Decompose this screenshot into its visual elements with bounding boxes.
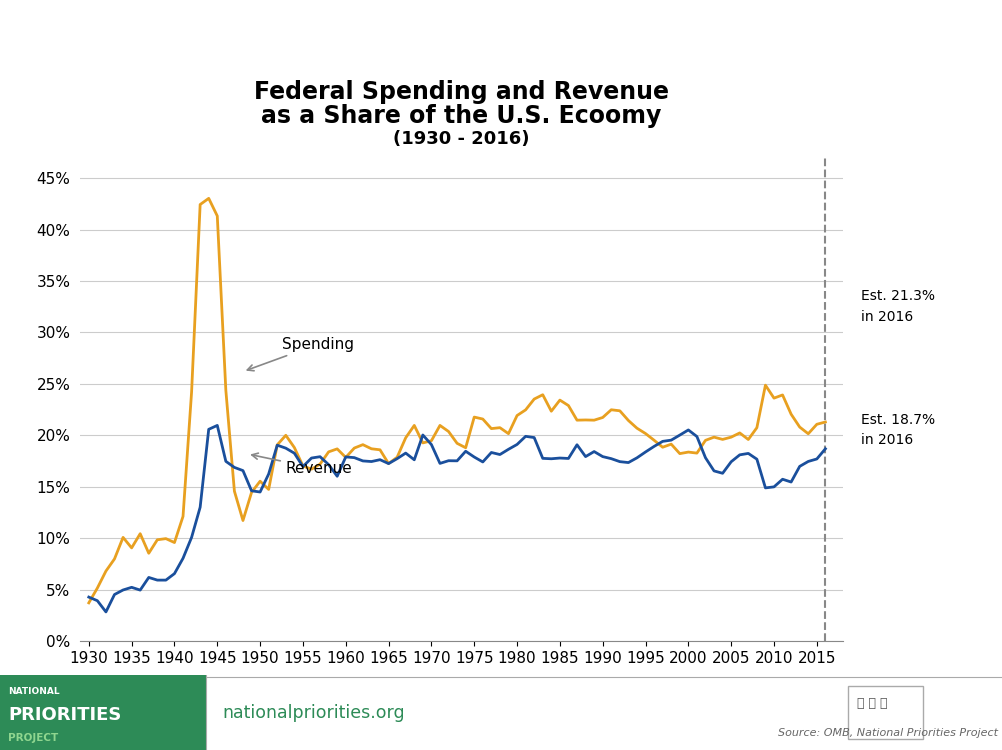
Text: NATIONAL: NATIONAL	[8, 687, 59, 696]
Bar	[0, 675, 205, 750]
Text: Est. 18.7%: Est. 18.7%	[860, 413, 934, 427]
Bar	[847, 686, 922, 739]
Text: (1930 - 2016): (1930 - 2016)	[393, 130, 529, 148]
Text: nationalpriorities.org: nationalpriorities.org	[222, 704, 405, 722]
Text: PRIORITIES: PRIORITIES	[8, 706, 121, 724]
Text: in 2016: in 2016	[860, 310, 912, 323]
Text: Revenue: Revenue	[252, 453, 352, 476]
Text: ⓒ ⓘ ⓢ: ⓒ ⓘ ⓢ	[857, 697, 887, 710]
Text: PROJECT: PROJECT	[8, 733, 58, 743]
Text: in 2016: in 2016	[860, 433, 912, 447]
Text: Source: OMB, National Priorities Project: Source: OMB, National Priorities Project	[778, 728, 997, 739]
Text: Federal Spending and Revenue: Federal Spending and Revenue	[254, 80, 668, 104]
Text: Est. 21.3%: Est. 21.3%	[860, 290, 934, 303]
Text: Spending: Spending	[247, 337, 353, 370]
Text: as a Share of the U.S. Ecoomy: as a Share of the U.S. Ecoomy	[261, 104, 661, 128]
